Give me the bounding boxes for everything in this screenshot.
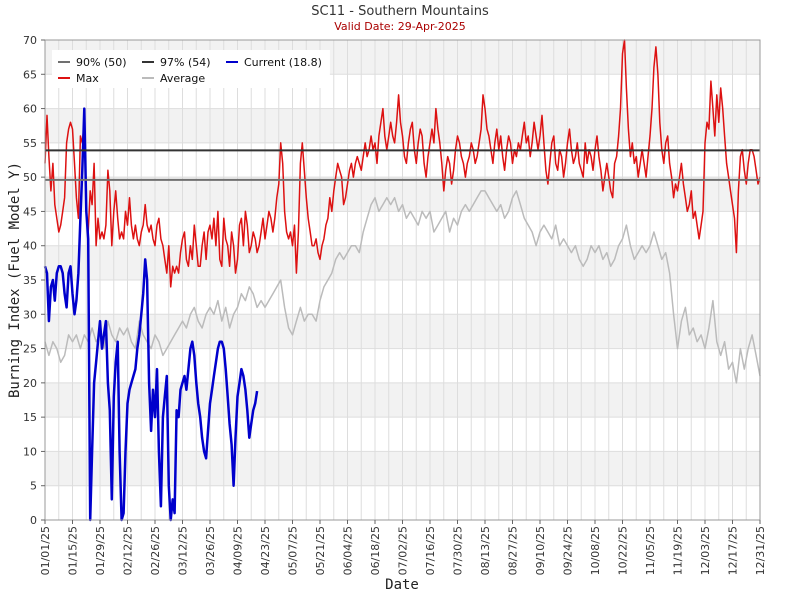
average-series-line xyxy=(44,190,761,384)
x-tick-label: 04/23/25 xyxy=(259,526,272,575)
x-tick-label: 08/13/25 xyxy=(479,526,492,575)
max-series-line xyxy=(44,39,761,288)
x-tick-label: 06/04/25 xyxy=(342,526,355,575)
x-axis-ticks: 01/01/25 01/15/25 01/29/25 02/12/25 02/26/25… xyxy=(39,520,767,575)
x-tick-label: 02/12/25 xyxy=(122,526,135,575)
threshold-layer xyxy=(45,149,760,181)
x-tick-label: 11/05/25 xyxy=(644,526,657,575)
chart-subtitle: Valid Date: 29-Apr-2025 xyxy=(334,20,466,33)
legend-max-label: Max xyxy=(76,72,99,85)
x-tick-label: 09/10/25 xyxy=(534,526,547,575)
x-tick-label: 05/21/25 xyxy=(314,526,327,575)
x-tick-label: 12/03/25 xyxy=(699,526,712,575)
current-series-line xyxy=(43,107,259,522)
x-tick-label: 03/26/25 xyxy=(204,526,217,575)
y-tick-label: 0 xyxy=(30,514,37,527)
x-tick-label: 01/29/25 xyxy=(94,526,107,575)
chart-legend: 90% (50) 97% (54) Current (18.8) Max Average xyxy=(52,50,330,88)
x-axis-label: Date xyxy=(385,577,419,593)
x-tick-label: 10/08/25 xyxy=(589,526,602,575)
x-tick-label: 10/22/25 xyxy=(617,526,630,575)
x-tick-label: 12/17/25 xyxy=(727,526,740,575)
y-tick-label: 20 xyxy=(23,377,37,390)
y-tick-label: 35 xyxy=(23,274,37,287)
y-tick-label: 60 xyxy=(23,103,37,116)
y-tick-label: 65 xyxy=(23,68,37,81)
x-tick-label: 01/15/25 xyxy=(67,526,80,575)
y-tick-label: 5 xyxy=(30,480,37,493)
chart-title: SC11 - Southern Mountains xyxy=(311,4,489,19)
y-tick-label: 70 xyxy=(23,34,37,47)
y-tick-label: 55 xyxy=(23,137,37,150)
legend-box xyxy=(52,50,330,88)
x-tick-label: 05/07/25 xyxy=(287,526,300,575)
x-tick-label: 01/01/25 xyxy=(39,526,52,575)
x-tick-label: 06/18/25 xyxy=(369,526,382,575)
y-tick-label: 40 xyxy=(23,240,37,253)
y-axis-label: Burning Index (Fuel Model Y) xyxy=(7,162,23,398)
legend-p97-label: 97% (54) xyxy=(160,56,211,69)
x-tick-label: 09/24/25 xyxy=(562,526,575,575)
x-tick-label: 11/19/25 xyxy=(672,526,685,575)
y-tick-label: 15 xyxy=(23,411,37,424)
x-tick-label: 07/16/25 xyxy=(424,526,437,575)
y-tick-label: 25 xyxy=(23,343,37,356)
x-tick-label: 08/27/25 xyxy=(507,526,520,575)
x-tick-label: 07/30/25 xyxy=(452,526,465,575)
x-tick-label: 04/09/25 xyxy=(232,526,245,575)
series-layer xyxy=(43,39,761,522)
legend-average-label: Average xyxy=(160,72,205,85)
y-tick-label: 45 xyxy=(23,205,37,218)
y-axis-ticks: 0 5 10 15 20 25 30 35 40 45 50 55 60 65 70 xyxy=(23,34,45,527)
x-tick-label: 02/26/25 xyxy=(149,526,162,575)
y-tick-label: 10 xyxy=(23,445,37,458)
legend-p90-label: 90% (50) xyxy=(76,56,127,69)
x-tick-label: 03/12/25 xyxy=(177,526,190,575)
y-tick-label: 30 xyxy=(23,308,37,321)
y-tick-label: 50 xyxy=(23,171,37,184)
x-tick-label: 12/31/25 xyxy=(754,526,767,575)
x-tick-label: 07/02/25 xyxy=(397,526,410,575)
legend-current-label: Current (18.8) xyxy=(244,56,322,69)
